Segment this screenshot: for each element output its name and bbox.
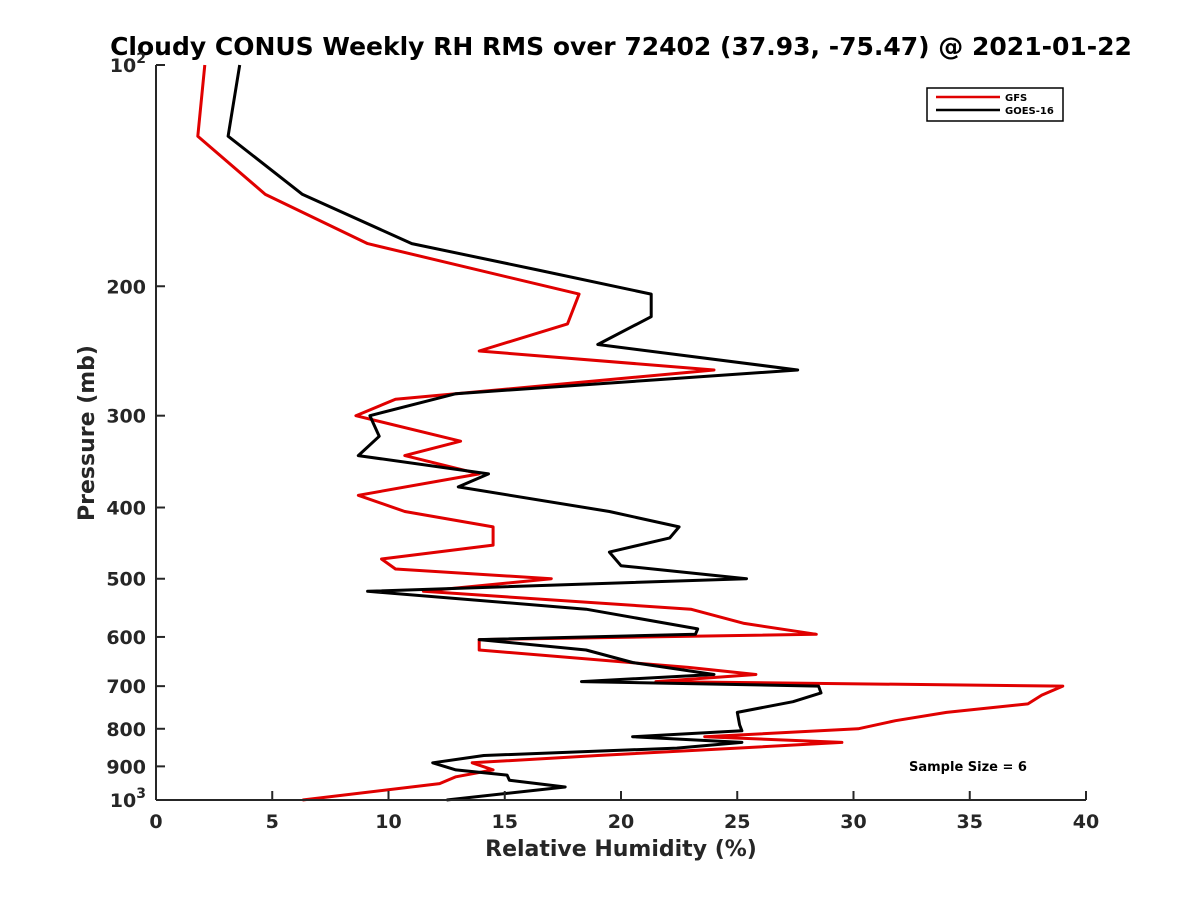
y-tick-label: 500 (106, 569, 146, 591)
y-tick-label: 900 (106, 756, 146, 778)
x-tick-label: 5 (266, 811, 279, 833)
sample-size-annotation: Sample Size = 6 (909, 760, 1027, 775)
y-tick-label: 300 (106, 406, 146, 428)
x-axis-label: Relative Humidity (%) (485, 837, 757, 862)
y-tick-label: 600 (106, 627, 146, 649)
legend-box (926, 87, 1064, 122)
x-tick-label: 10 (375, 811, 401, 833)
legend: GFS GOES-16 (926, 87, 1064, 122)
x-tick-label: 20 (608, 811, 634, 833)
x-tick-label: 30 (840, 811, 866, 833)
y-axis-label: Pressure (mb) (75, 345, 100, 521)
chart-title: Cloudy CONUS Weekly RH RMS over 72402 (3… (110, 32, 1132, 61)
series-layer (196, 64, 1065, 802)
x-tick-label: 0 (149, 811, 162, 833)
y-tick-label: 800 (106, 719, 146, 741)
y-tick-label: 700 (106, 676, 146, 698)
y-tick-label: 200 (106, 276, 146, 298)
x-tick-label: 15 (492, 811, 518, 833)
series-line-goes16 (226, 64, 823, 802)
series-line-gfs (196, 64, 1065, 802)
x-axis-ticks: 0 5 10 15 20 25 30 35 40 (149, 791, 1099, 833)
y-tick-label: 400 (106, 498, 146, 520)
x-tick-label: 35 (957, 811, 983, 833)
legend-label-goes16: GOES-16 (1005, 106, 1054, 117)
legend-label-gfs: GFS (1005, 93, 1027, 104)
x-tick-label: 25 (724, 811, 750, 833)
x-tick-label: 40 (1073, 811, 1099, 833)
